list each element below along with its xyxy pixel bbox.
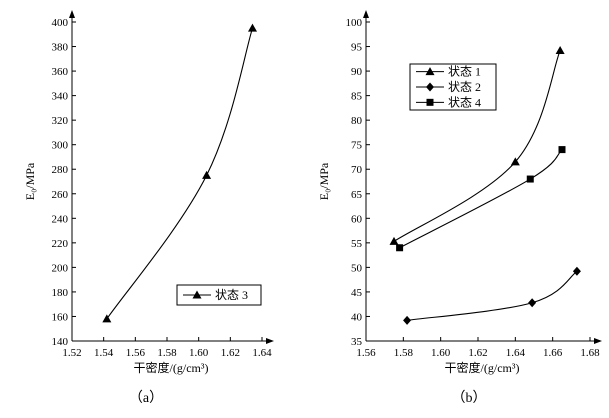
legend-item: 状态 2 <box>416 80 481 94</box>
axes: 1.52 1.54 1.56 1.58 1.60 1.62 1.64 140 160 180 200… <box>52 10 274 359</box>
y-tick-label: 35 <box>351 336 363 348</box>
y-tick-label: 180 <box>52 287 69 299</box>
x-tick-label: 1.56 <box>356 347 376 359</box>
y-tick-label: 100 <box>346 17 363 29</box>
y-tick-label: 400 <box>52 17 69 29</box>
legend-label: 状态 4 <box>448 95 481 109</box>
figure-caption: （a） <box>129 390 163 406</box>
y-axis-label: E₀/MPa <box>23 162 37 200</box>
y-tick-label: 360 <box>52 66 69 78</box>
x-axis-arrow <box>266 338 274 344</box>
legend-marker <box>426 98 434 106</box>
x-tick-label: 1.60 <box>431 347 451 359</box>
y-tick-label: 55 <box>351 238 363 250</box>
y-tick-label: 160 <box>52 311 69 323</box>
data-point <box>528 298 537 308</box>
x-tick-label: 1.60 <box>189 347 209 359</box>
x-tick-label: 1.62 <box>221 347 240 359</box>
x-tick-label: 1.58 <box>394 347 414 359</box>
series-line <box>406 270 578 321</box>
figure-caption: （b） <box>452 390 487 406</box>
y-tick-label: 65 <box>351 189 363 201</box>
y-tick-label: 240 <box>52 213 69 225</box>
x-tick-label: 1.64 <box>506 347 526 359</box>
y-tick-label: 85 <box>351 91 363 103</box>
series-2 <box>396 146 566 252</box>
y-axis-label: E₀/MPa <box>317 162 331 200</box>
y-tick-label: 220 <box>52 238 69 250</box>
data-point <box>526 175 534 183</box>
series-line <box>399 149 563 249</box>
y-tick-label: 90 <box>351 66 363 78</box>
y-tick-label: 200 <box>52 262 69 274</box>
data-point <box>389 236 399 245</box>
x-tick-label: 1.58 <box>157 347 177 359</box>
x-tick-label: 1.56 <box>126 347 146 359</box>
x-tick-label: 1.54 <box>94 347 114 359</box>
data-point <box>572 266 581 276</box>
series-0 <box>102 23 257 323</box>
y-tick-label: 340 <box>52 91 69 103</box>
y-tick-label: 70 <box>351 164 363 176</box>
legend: 状态 1状态 2状态 4 <box>409 63 497 111</box>
y-axis-arrow <box>363 10 369 18</box>
legend: 状态 3 <box>176 284 262 306</box>
y-tick-label: 380 <box>52 42 69 54</box>
x-axis-arrow <box>594 338 602 344</box>
legend-item: 状态 3 <box>183 288 248 302</box>
legend-label: 状态 3 <box>215 288 248 302</box>
legend-label: 状态 2 <box>448 80 481 94</box>
legend-item: 状态 1 <box>416 65 481 79</box>
y-tick-label: 80 <box>351 115 363 127</box>
y-tick-label: 140 <box>52 336 69 348</box>
data-point <box>555 45 565 54</box>
legend-item: 状态 4 <box>416 95 481 109</box>
y-tick-label: 95 <box>351 42 363 54</box>
x-tick-label: 1.52 <box>62 347 81 359</box>
data-point <box>396 244 404 252</box>
x-tick-label: 1.64 <box>252 347 272 359</box>
legend-marker <box>192 290 202 299</box>
y-tick-label: 40 <box>351 311 363 323</box>
y-axis-arrow <box>69 10 75 18</box>
series-line <box>106 27 254 320</box>
x-tick-label: 1.68 <box>580 347 600 359</box>
y-tick-label: 75 <box>351 140 363 152</box>
y-tick-label: 45 <box>351 287 363 299</box>
series-0 <box>389 45 565 245</box>
x-axis-label: 干密度/(g/cm³) <box>134 360 209 375</box>
legend-box <box>176 284 262 306</box>
data-point <box>558 146 566 154</box>
y-tick-label: 320 <box>52 115 69 127</box>
y-tick-label: 50 <box>351 262 363 274</box>
x-tick-label: 1.62 <box>468 347 487 359</box>
data-point <box>202 170 212 179</box>
legend-marker <box>425 67 435 76</box>
data-point <box>510 157 520 166</box>
data-point <box>102 314 112 323</box>
x-axis-label: 干密度/(g/cm³) <box>445 360 520 375</box>
data-point <box>403 315 412 325</box>
series-1 <box>403 266 581 325</box>
chart-a: 1.52 1.54 1.56 1.58 1.60 1.62 1.64 140 160 180 200… <box>23 10 274 406</box>
legend-label: 状态 1 <box>448 65 481 79</box>
legend-marker <box>426 82 434 92</box>
y-tick-label: 280 <box>52 164 69 176</box>
chart-b: 1.56 1.58 1.60 1.62 1.64 1.66 1.68 35 40 45 50 55 60… <box>317 10 602 406</box>
axes: 1.56 1.58 1.60 1.62 1.64 1.66 1.68 35 40 45 50 55 60… <box>346 10 602 359</box>
y-tick-label: 260 <box>52 189 69 201</box>
y-tick-label: 60 <box>351 213 363 225</box>
y-tick-label: 300 <box>52 140 69 152</box>
data-point <box>248 23 257 32</box>
x-tick-label: 1.66 <box>543 347 563 359</box>
